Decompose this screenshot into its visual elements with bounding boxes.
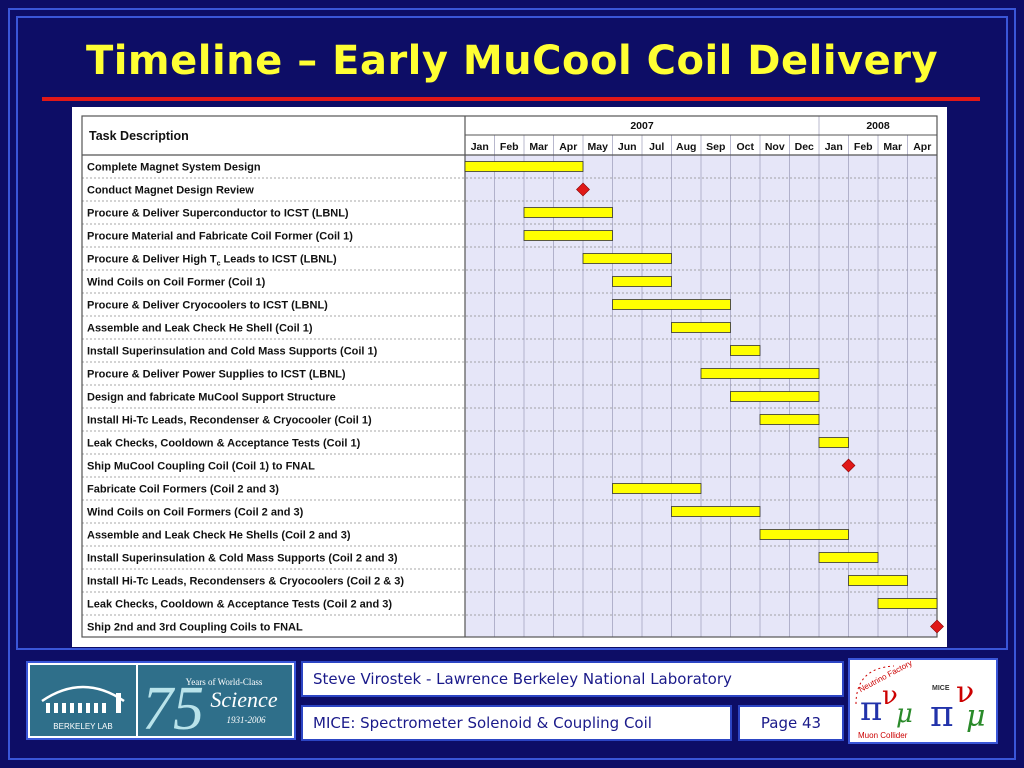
task-label: Leak Checks, Cooldown & Acceptance Tests… — [87, 438, 361, 450]
anniversary-line1: Years of World-Class — [186, 677, 263, 687]
month-label: Mar — [883, 141, 902, 153]
task-label: Ship 2nd and 3rd Coupling Coils to FNAL — [87, 622, 303, 634]
month-label: Sep — [706, 141, 725, 153]
gantt-border — [81, 115, 938, 638]
task-bar — [730, 345, 761, 356]
nu-left-icon: ν — [882, 681, 898, 711]
task-label: Procure & Deliver Superconductor to ICST… — [87, 208, 349, 220]
task-label: Wind Coils on Coil Former (Coil 1) — [87, 277, 266, 289]
task-bar — [759, 414, 820, 425]
footer-project-text: MICE: Spectrometer Solenoid & Coupling C… — [313, 714, 652, 732]
task-bar — [612, 276, 672, 287]
nfmc-bottom-text: Muon Collider — [858, 731, 908, 740]
task-label: Procure & Deliver High Tc Leads to ICST … — [87, 254, 337, 268]
task-label: Assemble and Leak Check He Shells (Coil … — [87, 530, 351, 542]
month-label: Apr — [913, 141, 931, 153]
slide-frame — [8, 8, 1016, 760]
footer-project: MICE: Spectrometer Solenoid & Coupling C… — [301, 705, 732, 741]
slide-title: Timeline – Early MuCool Coil Delivery — [85, 38, 939, 84]
task-bar — [848, 575, 908, 586]
task-bar — [612, 299, 731, 310]
month-label: Mar — [529, 141, 548, 153]
task-bar — [700, 368, 820, 379]
task-label: Procure & Deliver Cryocoolers to ICST (L… — [87, 300, 328, 312]
task-label: Install Superinsulation and Cold Mass Su… — [87, 346, 378, 358]
pi-right-icon: π — [930, 694, 954, 735]
footer-author-text: Steve Virostek - Lawrence Berkeley Natio… — [313, 670, 732, 688]
task-label: Leak Checks, Cooldown & Acceptance Tests… — [87, 599, 392, 611]
nu-right-icon: ν — [956, 675, 974, 710]
task-label: Assemble and Leak Check He Shell (Coil 1… — [87, 323, 313, 335]
task-label: Procure Material and Fabricate Coil Form… — [87, 231, 353, 243]
task-bar — [730, 391, 820, 402]
milestone-marker — [930, 619, 944, 634]
task-label: Complete Magnet System Design — [87, 162, 261, 174]
task-label: Install Hi-Tc Leads, Recondensers & Cryo… — [87, 576, 404, 588]
task-label: Procure & Deliver Power Supplies to ICST… — [87, 369, 346, 381]
month-label: Dec — [795, 141, 814, 153]
anniversary-logo-icon — [138, 665, 292, 736]
task-bar — [523, 230, 613, 241]
month-label: Feb — [500, 141, 519, 153]
task-bar — [582, 253, 672, 264]
mu-left-icon: μ — [896, 699, 913, 729]
month-label: Oct — [736, 141, 754, 153]
task-label: Wind Coils on Coil Formers (Coil 2 and 3… — [87, 507, 304, 519]
gantt-chart: Task Description 2007 2008 Jan Feb Mar Apr May J… — [81, 115, 944, 638]
task-description-header: Task Description — [89, 129, 189, 143]
task-bar — [464, 161, 584, 172]
year-label: 2007 — [630, 120, 654, 132]
slide-inner-frame — [16, 16, 1008, 650]
footer-page-number: Page 43 — [760, 714, 822, 732]
task-label: Install Superinsulation & Cold Mass Supp… — [87, 553, 398, 565]
task-label: Conduct Magnet Design Review — [87, 185, 254, 197]
month-label: Apr — [559, 141, 577, 153]
gantt-chart-panel: Task Description 2007 2008 Jan Feb Mar Apr May J… — [72, 107, 947, 647]
task-bar — [759, 529, 849, 540]
task-label: Fabricate Coil Formers (Coil 2 and 3) — [87, 484, 279, 496]
task-label: Install Hi-Tc Leads, Recondenser & Cryoc… — [87, 415, 372, 427]
task-bar — [612, 483, 702, 494]
berkeley-lab-logo-panel: BERKELEY LAB 75 Years of World-Class Sci… — [26, 661, 296, 743]
berkeley-lab-name: BERKELEY LAB — [53, 722, 112, 731]
month-label: Jul — [649, 141, 664, 153]
anniversary-number: 75 — [142, 675, 204, 738]
task-bar — [671, 322, 731, 333]
mice-text: MICE — [932, 685, 950, 692]
year-label: 2008 — [866, 120, 890, 132]
month-label: May — [588, 141, 609, 153]
milestone-marker — [841, 458, 856, 473]
month-label: Jun — [618, 141, 637, 153]
milestone-marker — [576, 182, 590, 197]
task-bar — [818, 437, 849, 448]
month-label: Jan — [825, 141, 843, 153]
task-bar — [671, 506, 761, 517]
anniversary-years: 1931-2006 — [227, 715, 266, 725]
month-label: Feb — [854, 141, 873, 153]
nfmc-mice-logo-panel: Neutrino Factory π ν μ Muon Collider MIC… — [848, 658, 998, 744]
mu-right-icon: μ — [966, 699, 986, 734]
pi-nu-left-icon: π — [860, 689, 882, 729]
footer-author: Steve Virostek - Lawrence Berkeley Natio… — [301, 661, 844, 697]
task-label: Design and fabricate MuCool Support Stru… — [87, 392, 336, 404]
month-label: Nov — [765, 141, 785, 153]
anniversary-line2: Science — [210, 687, 277, 712]
task-bar — [523, 207, 613, 218]
task-bar — [877, 598, 938, 609]
footer-page: Page 43 — [738, 705, 844, 741]
month-label: Aug — [676, 141, 696, 153]
task-bar — [818, 552, 879, 563]
title-underline — [42, 97, 980, 101]
task-label: Ship MuCool Coupling Coil (Coil 1) to FN… — [87, 461, 315, 473]
month-label: Jan — [471, 141, 489, 153]
